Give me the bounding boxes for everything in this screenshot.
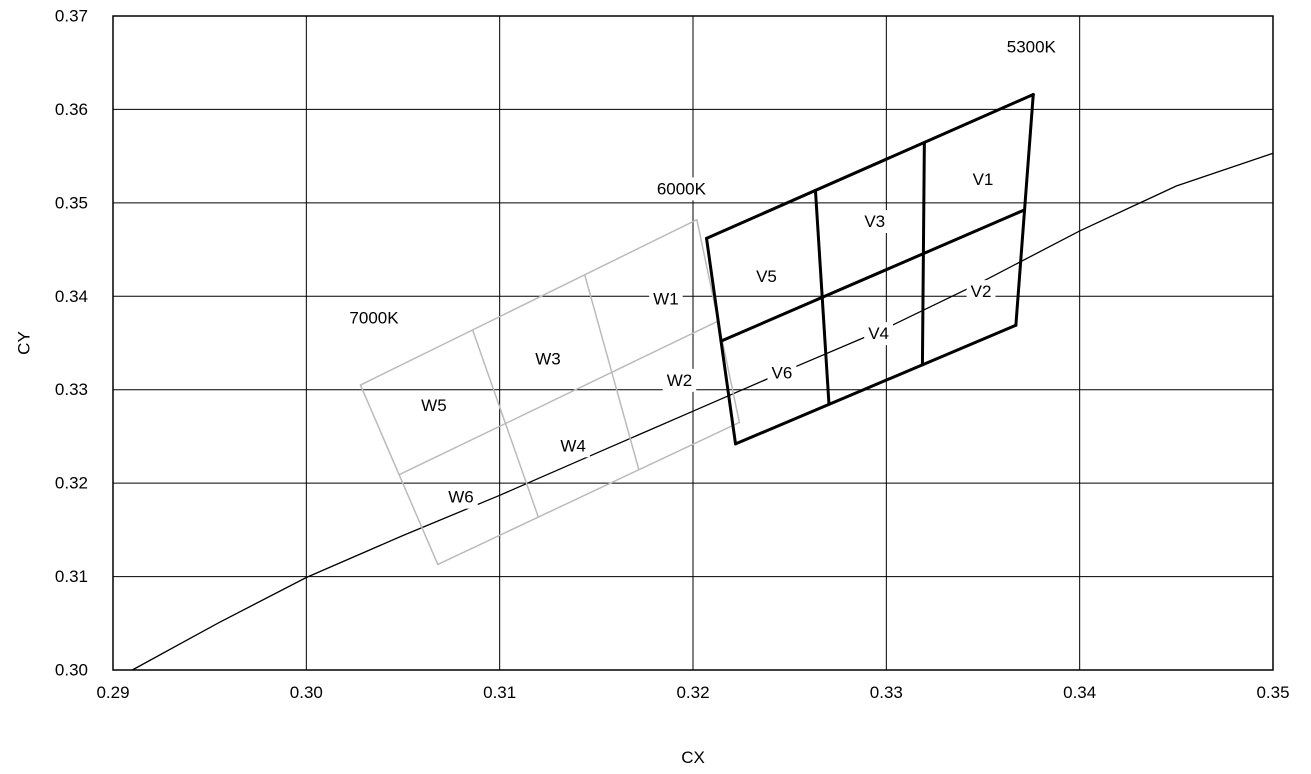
bin-label-w2-bg	[662, 368, 697, 392]
bin-label-w3-group: W3	[531, 347, 565, 371]
bin-label-w6-bg	[444, 485, 478, 509]
blackbody-locus	[131, 152, 1274, 671]
bin-label-v4: V4	[868, 324, 889, 343]
cct-label-5300k: 5300K	[1007, 37, 1057, 56]
bin-column-line	[705, 236, 738, 446]
plot-area-border	[112, 15, 1274, 671]
bin-label-w3-bg	[531, 347, 565, 371]
bin-label-w1: W1	[653, 290, 679, 309]
cct-label-7000k: 7000K	[349, 308, 399, 327]
bin-row-line	[734, 323, 1018, 446]
y-tick-label: 0.35	[55, 193, 88, 212]
bin-label-w4-group: W4	[556, 434, 590, 458]
x-tick-label: 0.33	[870, 683, 903, 702]
bin-label-v2-group: V2	[966, 280, 996, 304]
bin-column-line	[920, 140, 926, 367]
x-tick-label: 0.29	[96, 683, 129, 702]
bin-label-v4-bg	[864, 322, 893, 346]
bin-label-w5-bg	[417, 394, 451, 418]
bin-label-w2-group: W2	[662, 368, 697, 392]
bin-label-w3: W3	[535, 349, 561, 368]
bin-label-v1-bg	[968, 168, 998, 191]
cct-label-6000k-bg	[652, 177, 711, 201]
x-tick-label: 0.32	[676, 683, 709, 702]
bin-label-v6: V6	[772, 363, 793, 382]
bin-row-line	[398, 320, 719, 476]
plot-frame	[112, 15, 1274, 671]
bin-row-line	[437, 421, 741, 566]
cct-label-7000k-group: 7000K	[345, 306, 404, 330]
x-axis-title: CX	[681, 748, 705, 767]
bin-row-line	[705, 92, 1035, 240]
y-tick-label: 0.32	[55, 474, 88, 493]
bin-label-v2-bg	[966, 280, 996, 304]
y-tick-label: 0.34	[55, 287, 88, 306]
bin-region-w	[359, 218, 741, 566]
bin-column-line	[1014, 92, 1035, 327]
bin-row-line	[359, 218, 698, 386]
bin-label-w4: W4	[560, 436, 586, 455]
grid	[113, 16, 1273, 670]
y-axis-title: CY	[15, 331, 34, 355]
bin-label-v6-bg	[767, 361, 797, 385]
bin-region-v	[705, 92, 1035, 446]
bin-label-w6-group: W6	[444, 485, 478, 509]
bin-label-w5: W5	[421, 396, 447, 415]
y-tick-label: 0.33	[55, 380, 88, 399]
bin-label-v5-bg	[752, 265, 781, 289]
bin-label-v4-group: V4	[864, 322, 893, 346]
bin-label-v5: V5	[756, 267, 777, 286]
cct-label-6000k-group: 6000K	[652, 177, 711, 201]
x-tick-label: 0.34	[1063, 683, 1096, 702]
bin-column-line	[813, 188, 831, 406]
bin-label-w4-bg	[556, 434, 590, 458]
bin-label-v5-group: V5	[752, 265, 781, 289]
bin-label-w1-group: W1	[649, 287, 683, 311]
x-tick-label: 0.30	[290, 683, 323, 702]
cct-label-5300k-bg	[1002, 35, 1061, 59]
bin-label-v3-group: V3	[860, 210, 890, 234]
bin-label-w5-group: W5	[417, 394, 451, 418]
bin-label-v3: V3	[864, 212, 885, 231]
y-tick-label: 0.37	[55, 7, 88, 26]
bin-column-line	[471, 329, 540, 518]
bin-regions	[359, 92, 1035, 566]
bin-column-line	[583, 274, 640, 471]
bin-label-v6-group: V6	[767, 361, 797, 385]
bin-label-v3-bg	[860, 210, 890, 234]
bin-label-w6: W6	[448, 488, 474, 507]
x-tick-label: 0.35	[1256, 683, 1289, 702]
bin-column-line	[359, 384, 439, 566]
y-tick-label: 0.36	[55, 100, 88, 119]
bin-row-line	[719, 208, 1027, 343]
bin-label-v2: V2	[971, 282, 992, 301]
cct-label-5300k-group: 5300K	[1002, 35, 1061, 59]
cct-label-6000k: 6000K	[657, 179, 707, 198]
cct-label-7000k-bg	[345, 306, 404, 330]
bin-label-w1-bg	[649, 287, 683, 311]
bin-label-v1-group: V1	[968, 168, 998, 191]
region-labels: W1 W2 W3 W4 W5 W6 V1 V2 V3 V4 V5 V6 5300K 6000K 7000K	[345, 35, 1061, 509]
tick-labels: 0.29 0.30 0.31 0.32 0.33 0.34 0.35 0.30 0.31 0.32…	[55, 7, 1290, 703]
bin-label-w2: W2	[667, 371, 693, 390]
x-tick-label: 0.31	[483, 683, 516, 702]
bin-label-v1: V1	[973, 170, 994, 189]
locus-line	[131, 152, 1274, 671]
y-tick-label: 0.31	[55, 567, 88, 586]
y-tick-label: 0.30	[55, 661, 88, 680]
